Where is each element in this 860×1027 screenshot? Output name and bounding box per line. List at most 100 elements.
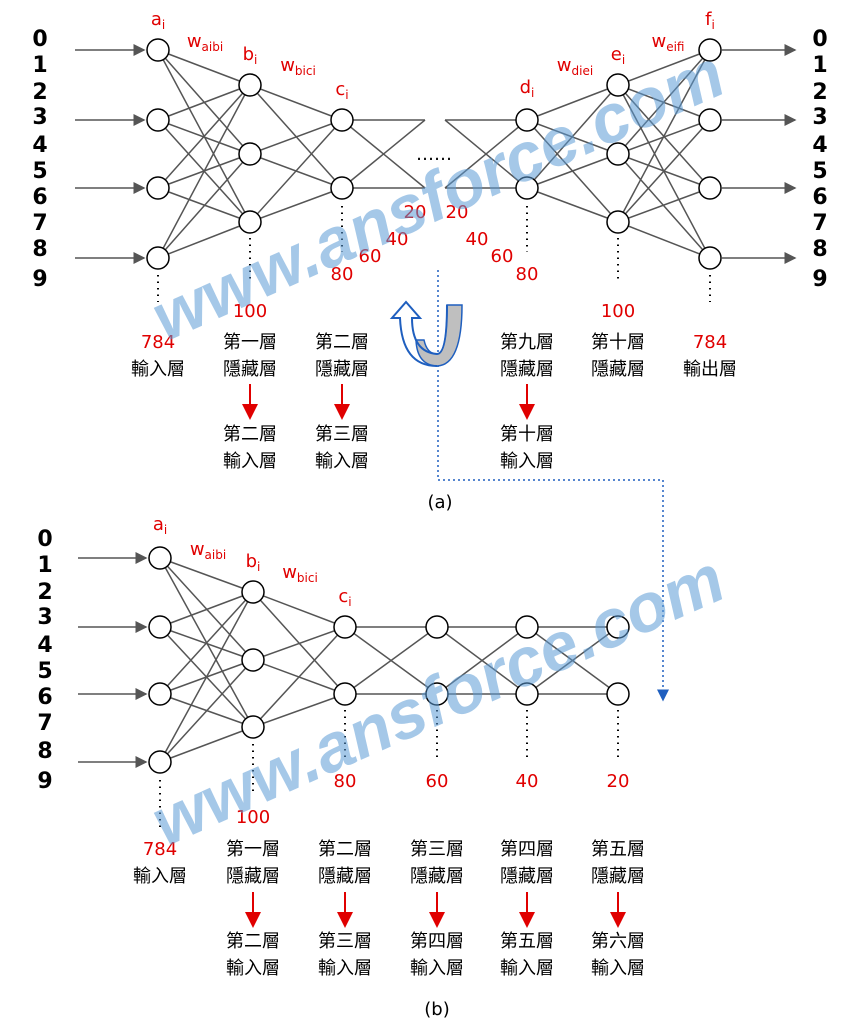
neuron — [698, 176, 722, 200]
weight-label: wdiei — [557, 55, 593, 78]
neuron — [148, 615, 172, 639]
weight-label-sub: diei — [572, 64, 594, 78]
layer-name: 第三層 — [315, 424, 369, 445]
layer-role: 輸入層 — [315, 451, 369, 472]
output-digit: 5 — [812, 159, 827, 184]
connection — [617, 49, 711, 155]
node-label-base: f — [705, 9, 712, 30]
weight-label-sub: bici — [295, 64, 316, 78]
output-digit: 0 — [812, 27, 827, 52]
weight-label-base: w — [190, 539, 205, 560]
node-label: bi — [246, 551, 261, 574]
connection — [344, 626, 438, 695]
neuron — [146, 108, 170, 132]
layer-size: 60 — [359, 246, 382, 267]
weight-label-base: w — [282, 562, 297, 583]
neuron — [606, 615, 630, 639]
neuron — [241, 580, 265, 604]
input-digit: 8 — [32, 237, 47, 262]
node-label: ci — [338, 586, 351, 609]
input-digit: 5 — [37, 659, 52, 684]
layer-size: 80 — [331, 264, 354, 285]
input-digit: 6 — [32, 185, 47, 210]
layer-role: 隱藏層 — [226, 866, 280, 887]
layer-role: 輸入層 — [591, 958, 645, 979]
layer-role: 輸入層 — [223, 451, 277, 472]
neuron — [515, 615, 539, 639]
connection — [341, 119, 426, 189]
input-digit: 6 — [37, 685, 52, 710]
connection — [526, 153, 619, 189]
neuron — [425, 682, 449, 706]
connection — [157, 84, 251, 189]
connection — [617, 187, 711, 223]
connection — [157, 84, 251, 121]
neuron — [148, 750, 172, 774]
neuron — [148, 682, 172, 706]
output-digit: 6 — [812, 185, 827, 210]
layer-size: 20 — [446, 202, 469, 223]
input-digit: 2 — [37, 580, 52, 605]
input-digit: 3 — [37, 605, 52, 630]
caption: (a) — [427, 492, 452, 513]
input-digit: 1 — [37, 553, 52, 578]
layer-role: 隱藏層 — [410, 866, 464, 887]
connection — [249, 187, 343, 223]
input-digit: 1 — [32, 53, 47, 78]
node-label: fi — [705, 9, 715, 32]
layer-name: 第三層 — [318, 931, 372, 952]
layer-name: 第二層 — [315, 332, 369, 353]
layer-role: 輸入層 — [410, 958, 464, 979]
weight-label-sub: eifi — [666, 40, 684, 54]
connection — [444, 119, 528, 189]
layer-role: 隱藏層 — [500, 866, 554, 887]
layer-role: 輸入層 — [226, 958, 280, 979]
curved-arrow-fill — [415, 304, 463, 367]
output-digit: 4 — [812, 133, 827, 158]
layer-size: 40 — [516, 771, 539, 792]
output-digit: 2 — [812, 80, 827, 105]
layer-name: 第五層 — [591, 839, 645, 860]
layer-size: 100 — [236, 807, 270, 828]
connection — [526, 187, 619, 223]
layer-size: 100 — [601, 301, 635, 322]
weight-label-sub: aibi — [205, 548, 227, 562]
node-label: ai — [153, 514, 167, 537]
node-label: ei — [611, 44, 625, 67]
layer-size: 40 — [386, 229, 409, 250]
input-digit: 4 — [37, 633, 52, 658]
node-label-sub: i — [164, 523, 167, 537]
layer-role: 隱藏層 — [591, 359, 645, 380]
connection — [252, 591, 346, 628]
connection — [617, 221, 711, 259]
connection — [159, 726, 254, 763]
layer-name: 輸入層 — [131, 359, 185, 380]
connection — [159, 591, 254, 695]
layer-name: 第九層 — [500, 332, 554, 353]
node-label-base: a — [151, 9, 162, 30]
node-label: ai — [151, 9, 165, 32]
weight-label-base: w — [557, 55, 572, 76]
input-digit: 7 — [32, 211, 47, 236]
layer-size: 60 — [491, 246, 514, 267]
node-label-sub: i — [348, 595, 351, 609]
connection — [617, 119, 711, 223]
layer-size: 20 — [607, 771, 630, 792]
connection — [617, 49, 711, 86]
layer-role: 隱藏層 — [500, 359, 554, 380]
input-digit: 8 — [37, 739, 52, 764]
layer-role: 輸入層 — [500, 958, 554, 979]
neuron — [241, 648, 265, 672]
node-label: di — [520, 77, 535, 100]
node-label-base: c — [335, 79, 345, 100]
weight-label: wbici — [280, 55, 316, 78]
neuron — [333, 615, 357, 639]
layer-name: 第二層 — [223, 424, 277, 445]
connection — [617, 49, 711, 223]
watermark: www.ansforce.com — [141, 35, 736, 355]
node-label-sub: i — [712, 18, 715, 32]
layer-name: 第四層 — [410, 931, 464, 952]
layer-size: 80 — [334, 771, 357, 792]
layer-name: 第一層 — [226, 839, 280, 860]
connection — [157, 221, 251, 259]
